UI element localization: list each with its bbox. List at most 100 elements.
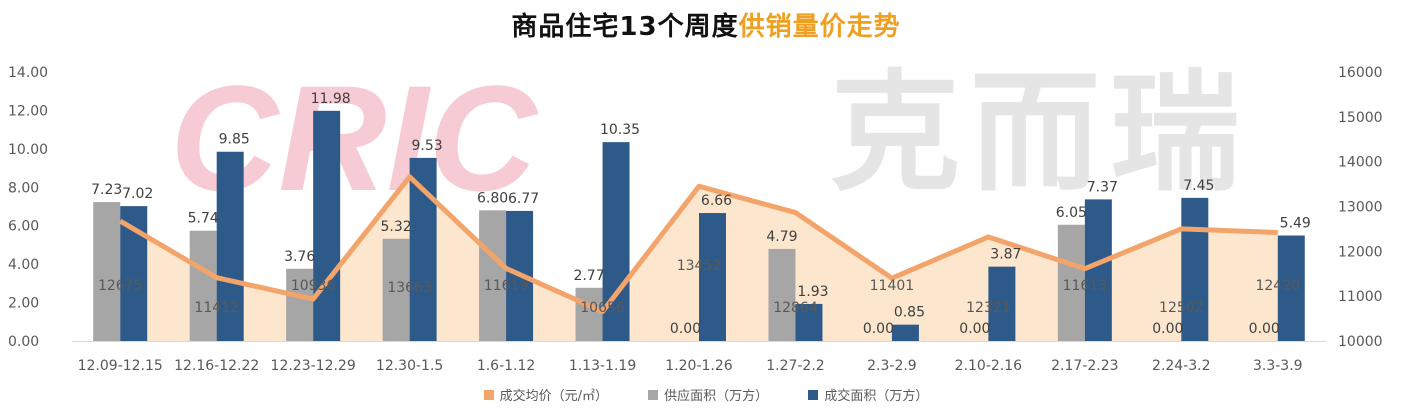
x-tick-label: 12.16-12.22 <box>174 358 259 374</box>
supply-value-label: 3.76 <box>284 249 315 265</box>
legend-swatch-price <box>483 389 494 400</box>
legend-label-price: 成交均价（元/㎡） <box>499 389 609 404</box>
deal-value-label: 11.98 <box>311 91 351 107</box>
x-tick-label: 2.24-3.2 <box>1152 358 1211 374</box>
supply-value-label: 0.00 <box>1249 321 1280 337</box>
chart-title: 商品住宅13个周度供销量价走势 <box>0 6 1412 43</box>
legend-swatch-supply <box>648 389 659 400</box>
y-right-tick-label: 13000 <box>1338 200 1383 216</box>
supply-bar <box>575 287 603 341</box>
x-tick-label: 12.30-1.5 <box>376 358 443 374</box>
supply-bar <box>1057 224 1085 341</box>
deal-value-label: 6.77 <box>508 191 539 207</box>
supply-value-label: 4.79 <box>766 229 797 245</box>
x-tick-label: 2.10-2.16 <box>955 358 1022 374</box>
legend-item-supply: 供应面积（万方） <box>648 385 768 404</box>
bars-layer <box>93 110 1305 341</box>
deal-value-label: 3.87 <box>990 247 1021 263</box>
x-tick-label: 2.17-2.23 <box>1051 358 1118 374</box>
price-value-label: 10936 <box>291 278 336 294</box>
deal-bar <box>699 213 726 341</box>
axis-layer: 0.00 2.00 4.00 6.00 8.00 10.00 12.00 14.00 10000… <box>8 65 1383 374</box>
x-tick-label: 1.27-2.2 <box>766 358 825 374</box>
price-value-label: 11619 <box>484 278 529 294</box>
deal-value-label: 7.45 <box>1183 178 1214 194</box>
deal-bar <box>795 303 823 341</box>
price-value-label: 11401 <box>870 278 915 294</box>
supply-value-label: 2.77 <box>573 268 604 284</box>
price-value-label: 10656 <box>580 300 625 316</box>
deal-value-label: 7.37 <box>1087 179 1118 195</box>
price-value-label: 13663 <box>387 280 432 296</box>
x-tick-label: 12.23-12.29 <box>271 358 356 374</box>
deal-bar <box>1084 199 1112 341</box>
supply-bar <box>286 268 314 341</box>
y-right-tick-label: 15000 <box>1338 110 1383 126</box>
deal-bar <box>891 324 919 341</box>
supply-value-label: 0.00 <box>959 321 990 337</box>
legend-label-supply: 供应面积（万方） <box>664 389 769 404</box>
price-value-label: 12864 <box>773 300 818 316</box>
deal-value-label: 1.93 <box>797 284 828 300</box>
supply-bar <box>189 230 217 341</box>
price-value-label: 12420 <box>1255 278 1300 294</box>
legend-label-deal: 成交面积（万方） <box>824 389 929 404</box>
y-left-tick-label: 14.00 <box>8 65 48 81</box>
supply-value-label: 0.00 <box>1152 321 1183 337</box>
deal-value-label: 5.49 <box>1280 216 1311 232</box>
supply-value-label: 6.05 <box>1056 205 1087 221</box>
deal-bar <box>1181 197 1209 341</box>
y-left-tick-label: 0.00 <box>8 334 39 350</box>
y-right-tick-label: 11000 <box>1338 289 1383 305</box>
legend-swatch-deal <box>808 389 819 400</box>
y-right-tick-label: 10000 <box>1338 334 1383 350</box>
legend-item-price: 成交均价（元/㎡） <box>483 385 609 404</box>
chart-title-accent: 供销量价走势 <box>738 12 901 42</box>
deal-value-label: 0.85 <box>894 305 925 321</box>
chart-title-main: 商品住宅13个周度 <box>511 12 739 42</box>
deal-value-label: 7.02 <box>122 186 153 202</box>
price-value-label: 12321 <box>966 300 1011 316</box>
y-left-tick-label: 8.00 <box>8 180 39 196</box>
deal-value-label: 9.53 <box>412 138 443 154</box>
x-tick-label: 2.3-2.9 <box>867 358 917 374</box>
x-tick-label: 12.09-12.15 <box>78 358 163 374</box>
deal-bar <box>1277 235 1305 341</box>
price-value-label: 11613 <box>1063 278 1108 294</box>
y-left-tick-label: 4.00 <box>8 257 39 273</box>
supply-value-label: 0.00 <box>670 321 701 337</box>
supply-bar <box>93 202 121 341</box>
deal-bar <box>216 151 244 341</box>
price-line-layer <box>118 174 1278 315</box>
legend: 成交均价（元/㎡） 供应面积（万方） 成交面积（万方） <box>0 385 1412 404</box>
y-left-tick-label: 10.00 <box>8 142 48 158</box>
price-value-label: 11412 <box>194 300 239 316</box>
watermark-brand: 克而瑞 <box>830 57 1250 209</box>
deal-bar <box>313 110 341 341</box>
supply-bar <box>382 238 410 341</box>
price-value-label: 12502 <box>1159 300 1204 316</box>
price-line <box>118 174 1278 315</box>
deal-value-label: 10.35 <box>600 122 640 138</box>
supply-value-label: 6.80 <box>477 190 508 206</box>
x-tick-label: 1.6-1.12 <box>477 358 536 374</box>
y-left-tick-label: 2.00 <box>8 296 39 312</box>
y-right-tick-label: 14000 <box>1338 155 1383 171</box>
supply-bar <box>768 248 796 341</box>
x-tick-label: 3.3-3.9 <box>1253 358 1303 374</box>
data-label-layer: 7.23 7.02 12675 5.74 9.85 11412 3.76 11.98 10936… <box>91 91 1311 337</box>
supply-value-label: 5.74 <box>188 211 219 227</box>
supply-value-label: 0.00 <box>863 321 894 337</box>
legend-item-deal: 成交面积（万方） <box>808 385 928 404</box>
y-left-tick-label: 6.00 <box>8 219 39 235</box>
supply-value-label: 5.32 <box>381 219 412 235</box>
deal-value-label: 9.85 <box>219 132 250 148</box>
supply-value-label: 7.23 <box>91 182 122 198</box>
y-left-tick-label: 12.00 <box>8 103 48 119</box>
supply-bar <box>479 210 507 341</box>
y-right-tick-label: 16000 <box>1338 65 1383 81</box>
price-value-label: 13452 <box>677 258 722 274</box>
deal-bar <box>409 157 437 341</box>
deal-value-label: 6.66 <box>701 193 732 209</box>
x-tick-label: 1.20-1.26 <box>665 358 732 374</box>
